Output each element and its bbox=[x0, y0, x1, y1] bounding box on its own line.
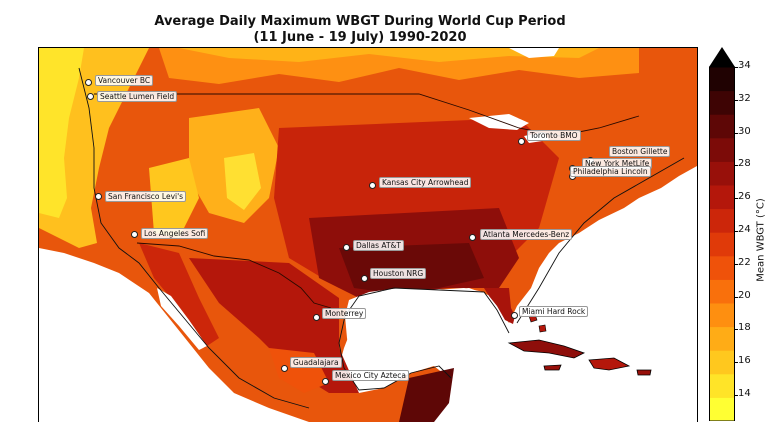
colorbar-band bbox=[709, 326, 735, 351]
venue-label: Philadelphia Lincoln bbox=[570, 166, 651, 177]
venue-label: Toronto BMO bbox=[527, 130, 581, 141]
colorbar-band bbox=[709, 161, 735, 186]
venue-label: Atlanta Mercedes-Benz bbox=[480, 229, 573, 240]
coastline-mexico-east bbox=[338, 315, 452, 391]
puerto-rico bbox=[636, 369, 652, 376]
colorbar-band bbox=[709, 232, 735, 257]
venue-label: Seattle Lumen Field bbox=[97, 91, 178, 102]
hudson-bay bbox=[509, 48, 559, 58]
colorbar-extend-arrow bbox=[709, 47, 735, 67]
florida bbox=[484, 288, 515, 324]
venue-marker bbox=[313, 314, 320, 321]
colorbar-tick-label: 34 bbox=[738, 60, 751, 71]
map-title: Average Daily Maximum WBGT During World … bbox=[70, 14, 650, 46]
venue-label: Dallas AT&T bbox=[353, 240, 404, 251]
colorbar-band bbox=[709, 255, 735, 280]
venue-label: Los Angeles Sofi bbox=[141, 228, 209, 239]
venue-marker bbox=[87, 93, 94, 100]
venue-label: Guadalajara bbox=[290, 357, 342, 368]
colorbar-tick-mark bbox=[734, 296, 738, 298]
hispaniola bbox=[588, 357, 631, 371]
venue-marker bbox=[469, 234, 476, 241]
venue-label: Miami Hard Rock bbox=[519, 306, 589, 317]
cuba bbox=[507, 339, 586, 359]
us-canada-border bbox=[94, 93, 640, 137]
venue-label: Kansas City Arrowhead bbox=[379, 177, 472, 188]
coastline-west bbox=[78, 67, 310, 409]
jamaica bbox=[543, 364, 562, 371]
colorbar-tick-label: 16 bbox=[738, 355, 751, 367]
venue-marker bbox=[361, 275, 368, 282]
colorbar bbox=[709, 47, 735, 422]
colorbar-tick-label: 20 bbox=[738, 289, 751, 301]
colorbar-tick-label: 24 bbox=[738, 224, 751, 235]
colorbar-band bbox=[709, 397, 735, 422]
venue-marker bbox=[322, 378, 329, 385]
zone-baja bbox=[139, 243, 219, 348]
colorbar-tick-mark bbox=[734, 263, 738, 265]
caribbean-atlantic bbox=[459, 188, 697, 422]
venue-label: Boston Gillette bbox=[609, 146, 671, 157]
colorbar-band bbox=[709, 137, 735, 162]
colorbar-tick-label: 14 bbox=[738, 388, 751, 399]
colorbar-tick-label: 32 bbox=[738, 92, 751, 104]
venue-marker bbox=[281, 365, 288, 372]
colorbar-band bbox=[709, 373, 735, 398]
venue-label: San Francisco Levi's bbox=[105, 191, 187, 202]
venue-marker bbox=[95, 193, 102, 200]
venue-label: Houston NRG bbox=[370, 268, 427, 279]
colorbar-tick-label: 26 bbox=[738, 191, 751, 203]
colorbar-band bbox=[709, 350, 735, 375]
venue-marker bbox=[511, 312, 518, 319]
zone-rockies-high bbox=[224, 153, 261, 210]
colorbar-bands bbox=[709, 67, 735, 422]
colorbar-tick-mark bbox=[734, 67, 738, 68]
colorbar-band bbox=[709, 185, 735, 210]
us-mexico-border bbox=[136, 242, 332, 309]
border-lines bbox=[78, 67, 685, 409]
colorbar-tick-label: 30 bbox=[738, 125, 751, 137]
colorbar-tick-label: 28 bbox=[738, 158, 751, 170]
gulf-of-mexico bbox=[345, 288, 501, 388]
colorbar-band bbox=[709, 303, 735, 328]
zone-canada-far-north bbox=[179, 48, 599, 62]
colorbar-svg bbox=[709, 47, 735, 422]
colorbar-tick-mark bbox=[734, 132, 738, 134]
colorbar-tick-mark bbox=[734, 231, 738, 232]
coastline-east bbox=[516, 157, 685, 324]
colorbar-tick-mark bbox=[734, 329, 738, 331]
venue-label: Vancouver BC bbox=[95, 75, 154, 86]
colorbar-tick-mark bbox=[734, 395, 738, 396]
colorbar-band bbox=[709, 279, 735, 304]
water-layer bbox=[39, 48, 697, 422]
colorbar-tick-label: 18 bbox=[738, 322, 751, 334]
colorbar-band bbox=[709, 114, 735, 139]
colorbar-band bbox=[709, 67, 735, 92]
colorbar-tick-mark bbox=[734, 198, 738, 200]
gulf-of-california bbox=[157, 288, 207, 350]
venue-marker bbox=[131, 231, 138, 238]
venue-marker bbox=[369, 182, 376, 189]
pacific-ocean bbox=[39, 248, 309, 422]
venue-label: Mexico City Azteca bbox=[332, 370, 409, 381]
venue-marker bbox=[85, 79, 92, 86]
coastline-gulf bbox=[344, 287, 510, 334]
colorbar-tick-mark bbox=[734, 165, 738, 167]
title-line-2: (11 June - 19 July) 1990-2020 bbox=[253, 30, 467, 45]
colorbar-tick-label: 22 bbox=[738, 256, 751, 268]
colorbar-band bbox=[709, 90, 735, 115]
colorbar-band bbox=[709, 208, 735, 233]
venue-marker bbox=[343, 244, 350, 251]
zone-coast-cool bbox=[39, 48, 84, 218]
venue-marker bbox=[518, 138, 525, 145]
caribbean-islands bbox=[507, 313, 652, 376]
colorbar-tick-mark bbox=[734, 362, 738, 364]
zone-yucatan bbox=[399, 368, 454, 422]
colorbar-tick-mark bbox=[734, 99, 738, 101]
venue-label: Monterrey bbox=[322, 308, 367, 319]
colorbar-label: Mean WBGT (°C) bbox=[755, 198, 767, 282]
title-line-1: Average Daily Maximum WBGT During World … bbox=[154, 14, 566, 29]
